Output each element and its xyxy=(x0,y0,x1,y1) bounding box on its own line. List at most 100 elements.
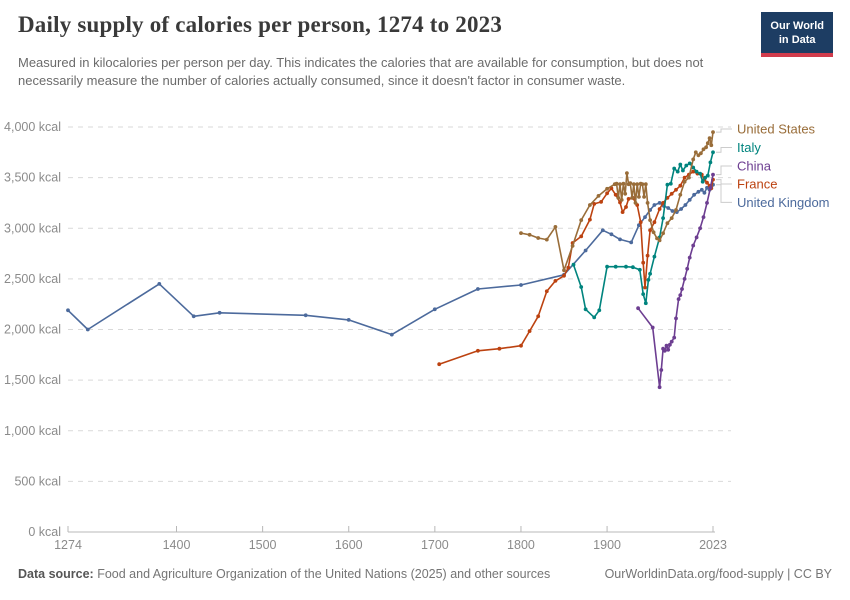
data-point-china xyxy=(662,348,667,353)
data-point-united-states xyxy=(691,157,696,162)
data-point-united-states xyxy=(588,203,592,207)
data-point-italy xyxy=(700,179,705,184)
data-point-italy xyxy=(592,315,597,320)
data-point-france xyxy=(674,187,678,192)
legend-label-united-states[interactable]: United States xyxy=(737,122,816,137)
data-point-china xyxy=(685,266,690,271)
series-line-france[interactable] xyxy=(438,170,714,365)
legend-label-france[interactable]: France xyxy=(737,177,777,192)
legend-label-italy[interactable]: Italy xyxy=(737,140,761,155)
data-point-united-kingdom xyxy=(519,283,523,287)
y-tick-label: 4,000 kcal xyxy=(4,120,61,134)
data-point-italy xyxy=(698,171,702,176)
data-point-united-kingdom xyxy=(432,307,437,312)
x-tick-label: 1600 xyxy=(335,538,363,552)
x-tick-label: 1700 xyxy=(421,538,449,552)
data-point-france xyxy=(553,279,558,283)
data-point-france xyxy=(588,217,592,222)
data-point-united-kingdom xyxy=(699,187,704,192)
data-point-france xyxy=(605,191,609,196)
data-point-united-states xyxy=(628,181,633,186)
data-point-italy xyxy=(708,160,713,165)
data-point-united-kingdom xyxy=(217,310,222,315)
data-point-china xyxy=(636,306,640,311)
data-point-italy xyxy=(637,267,642,272)
data-point-united-states xyxy=(536,236,541,240)
data-point-italy xyxy=(571,262,576,267)
data-point-united-states xyxy=(553,225,558,229)
data-point-united-states xyxy=(616,196,621,200)
owid-logo-line2: in Data xyxy=(778,34,816,47)
data-point-france xyxy=(562,273,566,278)
legend-connector xyxy=(716,128,732,133)
data-point-united-kingdom xyxy=(303,313,308,318)
data-point-united-states xyxy=(687,175,691,180)
data-point-italy xyxy=(613,264,618,269)
data-point-united-kingdom xyxy=(157,282,162,286)
data-point-united-states xyxy=(570,244,575,248)
data-point-france xyxy=(705,180,709,185)
data-point-united-states xyxy=(682,179,687,184)
legend-label-china[interactable]: China xyxy=(737,158,772,173)
data-point-italy xyxy=(665,182,670,187)
data-point-united-states xyxy=(657,238,662,243)
data-point-italy xyxy=(605,264,609,269)
y-tick-label: 1,500 kcal xyxy=(4,373,61,387)
data-point-united-kingdom xyxy=(687,198,692,202)
data-point-united-states xyxy=(642,195,646,199)
data-point-united-states xyxy=(674,208,678,212)
page-title: Daily supply of calories per person, 127… xyxy=(18,12,503,37)
data-point-italy xyxy=(646,278,651,282)
data-point-united-states xyxy=(519,231,523,236)
y-tick-label: 3,500 kcal xyxy=(4,171,61,185)
data-point-united-states xyxy=(631,182,636,187)
data-point-united-kingdom xyxy=(643,215,647,220)
chart-footer: Data source: Food and Agriculture Organi… xyxy=(18,567,832,581)
data-point-china xyxy=(650,325,655,330)
data-point-united-kingdom xyxy=(692,192,696,197)
data-point-italy xyxy=(641,292,646,296)
data-point-china xyxy=(698,226,702,231)
owid-logo[interactable]: Our World in Data xyxy=(761,12,833,57)
legend-label-united-kingdom[interactable]: United Kingdom xyxy=(737,195,830,210)
data-point-france xyxy=(599,200,603,204)
data-point-italy xyxy=(672,166,677,171)
data-point-united-states xyxy=(614,181,619,186)
data-point-united-states xyxy=(618,182,622,187)
data-point-united-states xyxy=(711,130,715,135)
data-point-united-states xyxy=(651,230,656,235)
data-point-france xyxy=(592,202,597,206)
owid-logo-line1: Our World xyxy=(770,20,824,32)
data-point-united-kingdom xyxy=(191,314,196,319)
data-point-italy xyxy=(624,264,628,269)
data-point-united-kingdom xyxy=(683,203,688,207)
data-point-italy xyxy=(703,175,708,180)
data-point-france xyxy=(682,175,687,180)
data-point-italy xyxy=(675,169,680,174)
data-point-united-states xyxy=(648,218,652,223)
data-point-france xyxy=(527,329,532,333)
data-source-label: Data source: xyxy=(18,567,94,581)
data-point-united-states xyxy=(709,143,714,148)
data-point-france xyxy=(645,253,650,258)
data-point-united-kingdom xyxy=(583,248,588,253)
data-point-france xyxy=(566,265,571,270)
data-point-united-states xyxy=(701,147,706,152)
data-point-united-states xyxy=(579,218,584,223)
data-point-italy xyxy=(694,169,699,174)
data-point-china xyxy=(705,201,709,205)
data-point-france xyxy=(476,348,480,353)
series-line-united-kingdom[interactable] xyxy=(67,184,714,336)
data-point-united-states xyxy=(635,182,640,187)
series-line-united-states[interactable] xyxy=(520,131,714,272)
data-point-france xyxy=(643,285,647,290)
owid-citation-link[interactable]: OurWorldinData.org/food-supply | CC BY xyxy=(604,567,832,581)
data-point-china xyxy=(669,339,674,344)
data-point-united-states xyxy=(562,268,566,273)
data-point-china xyxy=(682,277,687,281)
data-point-china xyxy=(676,297,681,301)
data-point-france xyxy=(613,192,618,197)
data-point-united-kingdom xyxy=(389,332,394,337)
data-point-china xyxy=(687,255,692,260)
